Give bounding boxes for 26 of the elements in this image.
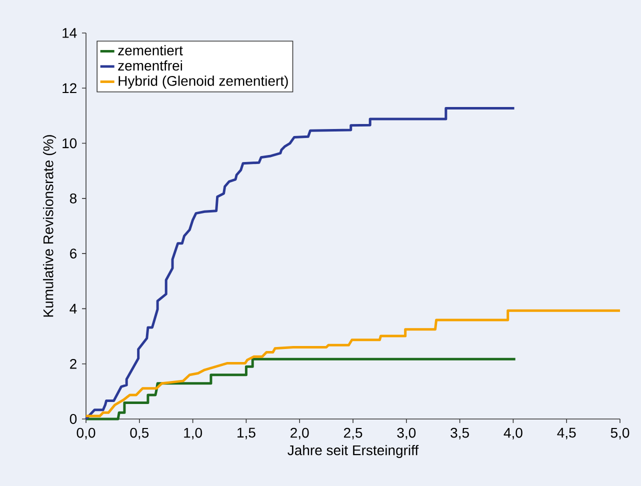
- x-tick-label: 2,0: [290, 428, 309, 440]
- x-tick-label: 5,0: [610, 428, 630, 440]
- y-tick-label: 2: [70, 358, 76, 369]
- x-tick-label: 0,0: [76, 428, 96, 440]
- y-tick-label: 8: [70, 193, 77, 204]
- x-tick-label: 3,5: [450, 428, 469, 440]
- legend-label: zementiert: [118, 45, 183, 56]
- legend-label: Hybrid (Glenoid zementiert): [118, 76, 288, 89]
- line-series: [84, 107, 516, 420]
- x-tick-label: 4,0: [504, 428, 522, 440]
- x-tick-label: 2,5: [344, 428, 362, 440]
- x-tick-label: 1,0: [184, 428, 202, 440]
- y-tick-label: 12: [62, 83, 76, 94]
- y-tick-label: 14: [62, 28, 77, 38]
- x-axis-title: Jahre seit Ersteingriff: [288, 444, 419, 458]
- x-tick-label: 3,0: [397, 428, 416, 440]
- y-tick-label: 4: [70, 304, 77, 314]
- y-axis-title: Kumulative Revisionsrate (%): [42, 135, 56, 317]
- y-tick-label: 10: [62, 138, 77, 148]
- line-series: [84, 358, 517, 420]
- legend-label: zementfrei: [118, 60, 182, 71]
- y-tick-label: 0: [70, 414, 77, 424]
- x-tick-label: 0,5: [130, 428, 149, 440]
- x-tick-label: 1,5: [238, 428, 256, 440]
- x-tick-label: 4,5: [557, 428, 576, 440]
- y-tick-label: 6: [70, 248, 77, 259]
